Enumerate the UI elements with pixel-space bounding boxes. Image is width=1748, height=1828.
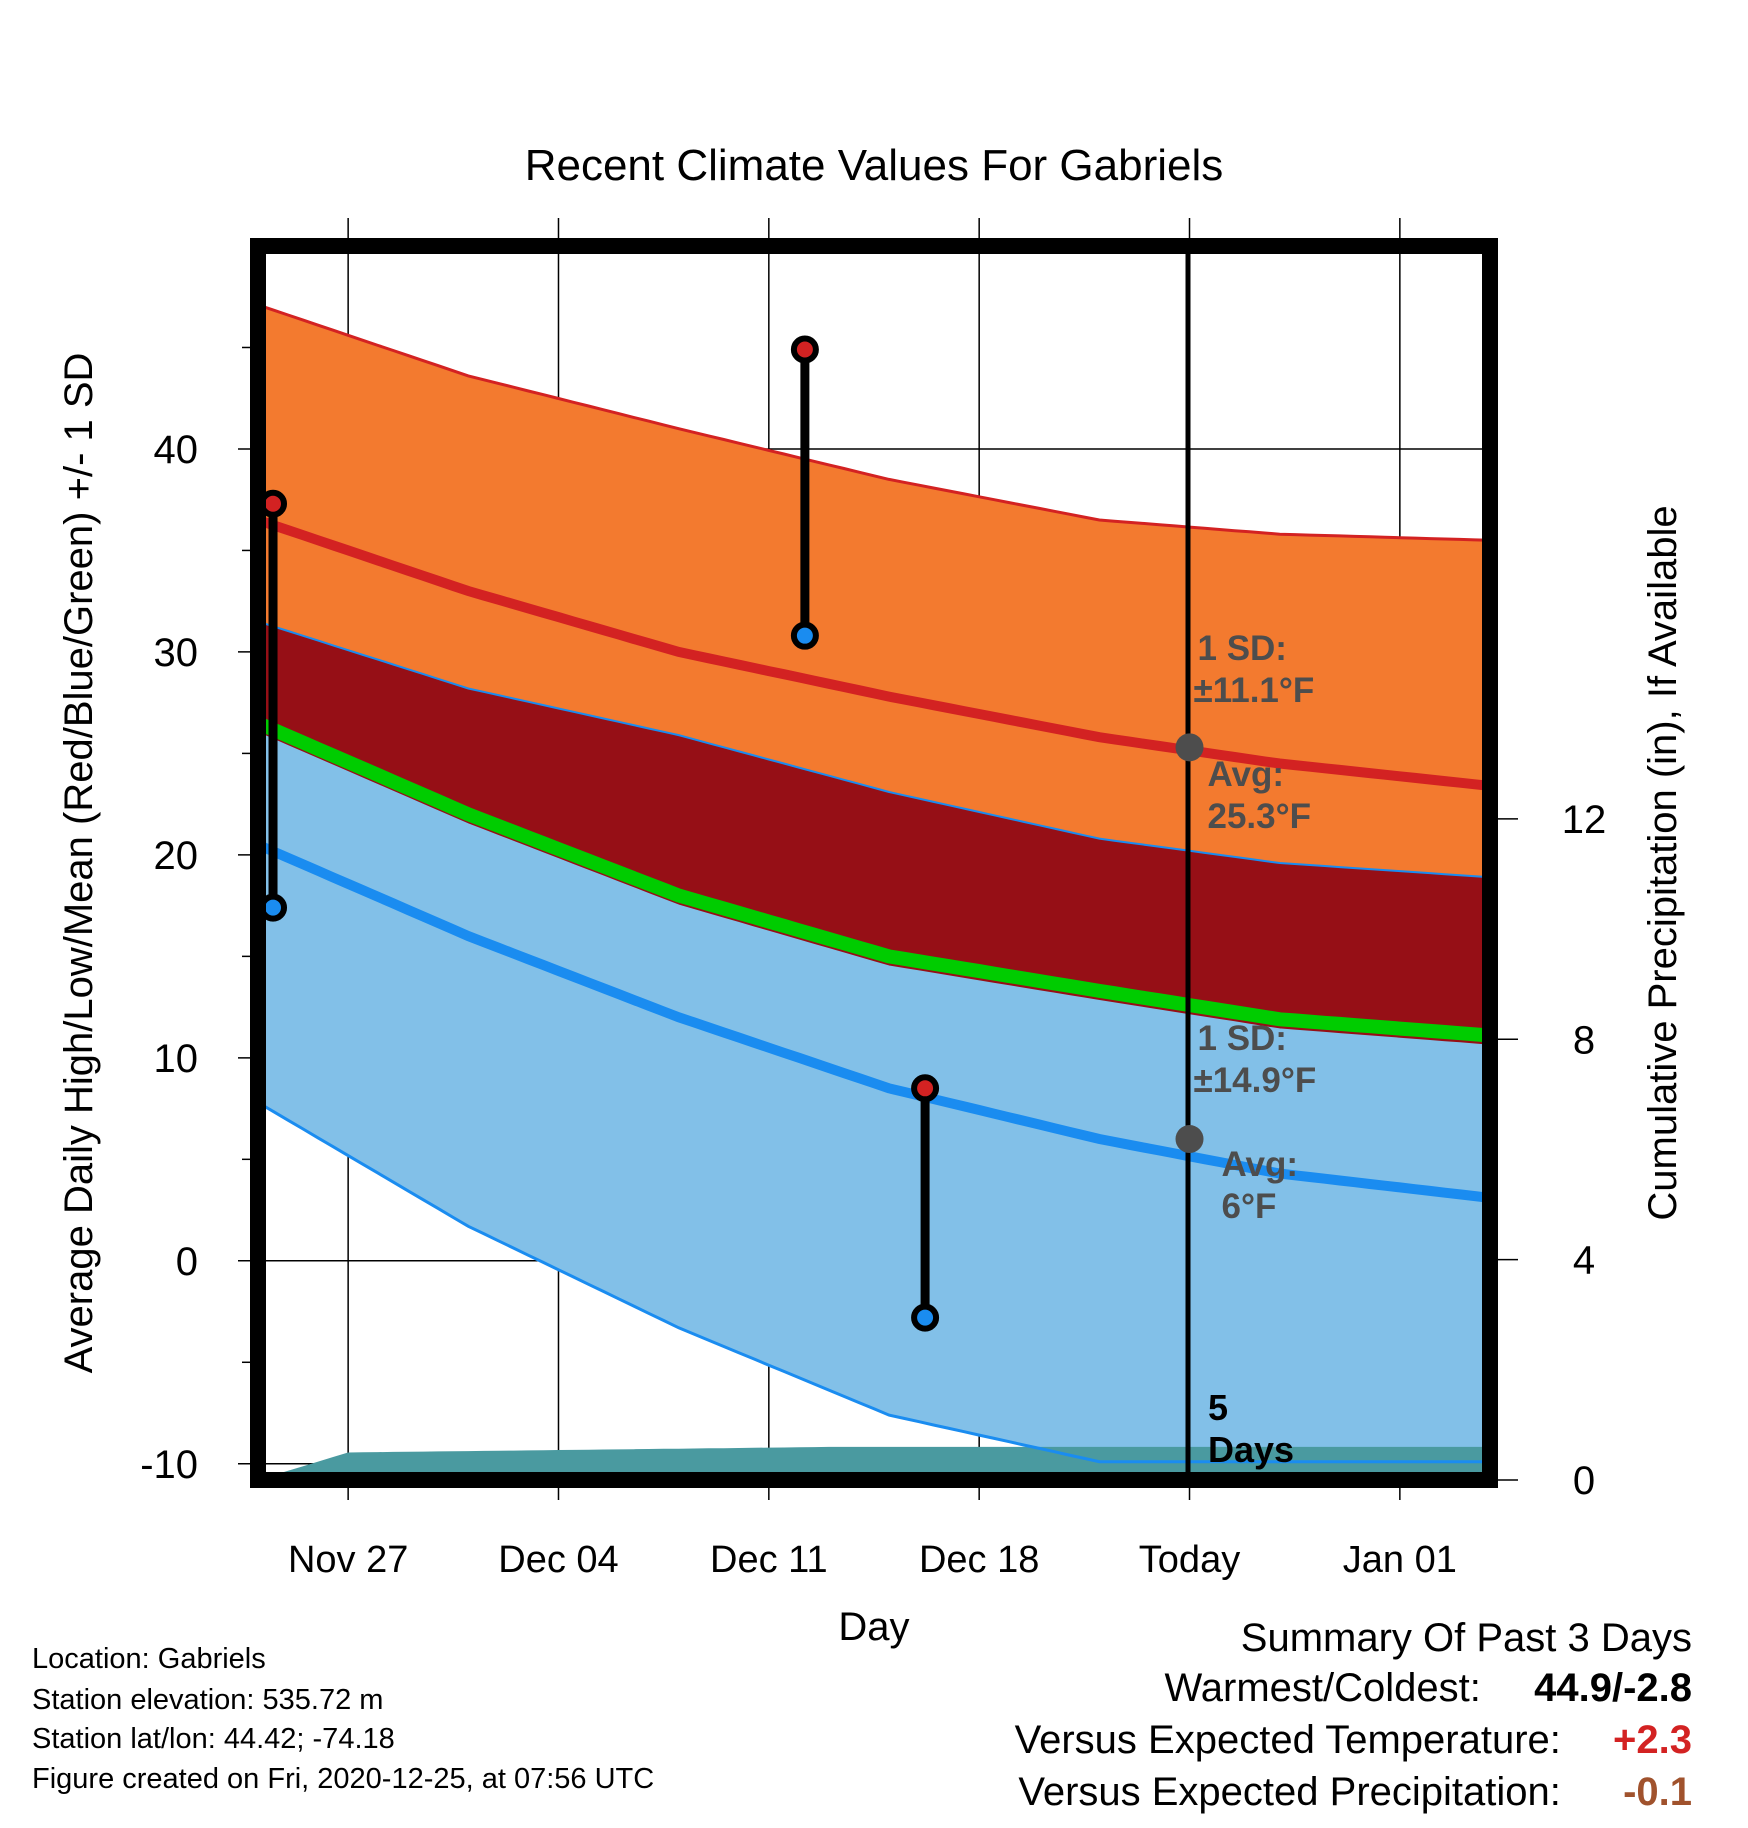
plot-frame <box>250 238 1498 1488</box>
x-tick-label: Dec 11 <box>710 1539 828 1581</box>
high-avg-label: Avg: <box>1208 755 1284 794</box>
observations <box>259 335 940 1332</box>
footer-latlon: Station lat/lon: 44.42; -74.18 <box>32 1723 395 1755</box>
y-tick-label: -10 <box>140 1443 198 1487</box>
y-tick-label: 10 <box>154 1037 199 1081</box>
low-avg-value: 6°F <box>1222 1187 1277 1226</box>
y2-axis-label: Cumulative Precipitation (in), If Availa… <box>1641 505 1685 1220</box>
high-avg-value: 25.3°F <box>1208 797 1312 836</box>
x-tick-label: Nov 27 <box>288 1539 408 1581</box>
high-sd-label: 1 SD: <box>1198 629 1287 668</box>
bands <box>258 304 1490 1480</box>
y-tick-label: 40 <box>154 428 199 472</box>
low-sd-label: 1 SD: <box>1198 1019 1287 1058</box>
y2-tick-label: 8 <box>1573 1018 1595 1062</box>
summary-warm-cold-label: Warmest/Coldest: <box>1164 1666 1481 1710</box>
summary-title: Summary Of Past 3 Days <box>1240 1616 1692 1660</box>
high-minus-sd-line <box>258 620 1490 879</box>
mean-line <box>258 716 1490 1043</box>
observation-bar <box>911 1074 940 1332</box>
y2-tick-label: 12 <box>1562 798 1607 842</box>
x-tick-label: Jan 01 <box>1343 1539 1457 1581</box>
y-tick-label: 30 <box>154 631 199 675</box>
low-plus-sd-line <box>258 732 1490 1047</box>
precipitation-area <box>258 1446 1490 1480</box>
today-marker-label: 5 Days <box>1208 1387 1294 1470</box>
low-sd-band <box>258 733 1490 1462</box>
y-axis-label: Average Daily High/Low/Mean (Red/Blue/Gr… <box>57 353 101 1374</box>
summary-warm-cold-value: 44.9/-2.8 <box>1534 1666 1692 1710</box>
high-mean-line <box>258 515 1490 791</box>
observation-low-dot <box>911 1303 940 1332</box>
footer-location: Location: Gabriels <box>32 1643 266 1675</box>
x-tick-label: Dec 18 <box>919 1539 1039 1581</box>
observation-low-dot <box>790 621 819 650</box>
summary-temp-label: Versus Expected Temperature: <box>1014 1718 1561 1762</box>
observation-bar <box>790 335 819 650</box>
chart-title: Recent Climate Values For Gabriels <box>525 141 1224 190</box>
low-avg-label: Avg: <box>1222 1145 1298 1184</box>
summary-temp: Versus Expected Temperature: +2.3 <box>1015 1718 1692 1763</box>
high-sd-band <box>258 304 1490 878</box>
footer-elevation: Station elevation: 535.72 m <box>32 1684 384 1716</box>
x-axis-label: Day <box>838 1605 909 1649</box>
y-tick-label: 20 <box>154 834 199 878</box>
summary-precip-value: -0.1 <box>1623 1770 1692 1814</box>
x-tick-label: Today <box>1139 1539 1240 1581</box>
summary-warm-cold: Warmest/Coldest: 44.9/-2.8 <box>1165 1666 1693 1711</box>
summary-precip-label: Versus Expected Precipitation: <box>1018 1770 1561 1814</box>
y-tick-label: 0 <box>176 1240 198 1284</box>
high-sd-value: ±11.1°F <box>1194 671 1315 710</box>
observation-high-dot <box>790 335 819 364</box>
y2-tick-label: 0 <box>1573 1459 1595 1503</box>
low-sd-value: ±14.9°F <box>1194 1061 1317 1100</box>
series-lines <box>258 303 1490 1464</box>
summary-precip: Versus Expected Precipitation: -0.1 <box>1018 1770 1692 1815</box>
low-minus-sd-line <box>258 1101 1490 1464</box>
footer-created: Figure created on Fri, 2020-12-25, at 07… <box>32 1763 655 1795</box>
high-plus-sd-line <box>258 303 1490 542</box>
axes: Nov 27 Dec 04 Dec 11 Dec 18 Today Jan 01 -10 0 1… <box>140 346 1607 1581</box>
summary-temp-value: +2.3 <box>1613 1718 1692 1762</box>
observation-high-dot <box>911 1074 940 1103</box>
y2-tick-label: 4 <box>1573 1239 1595 1283</box>
high-avg-marker <box>1175 733 1204 762</box>
low-avg-marker <box>1175 1125 1204 1154</box>
low-mean-line <box>258 840 1490 1203</box>
overlap-band <box>258 621 1490 1046</box>
x-tick-label: Dec 04 <box>498 1539 618 1581</box>
